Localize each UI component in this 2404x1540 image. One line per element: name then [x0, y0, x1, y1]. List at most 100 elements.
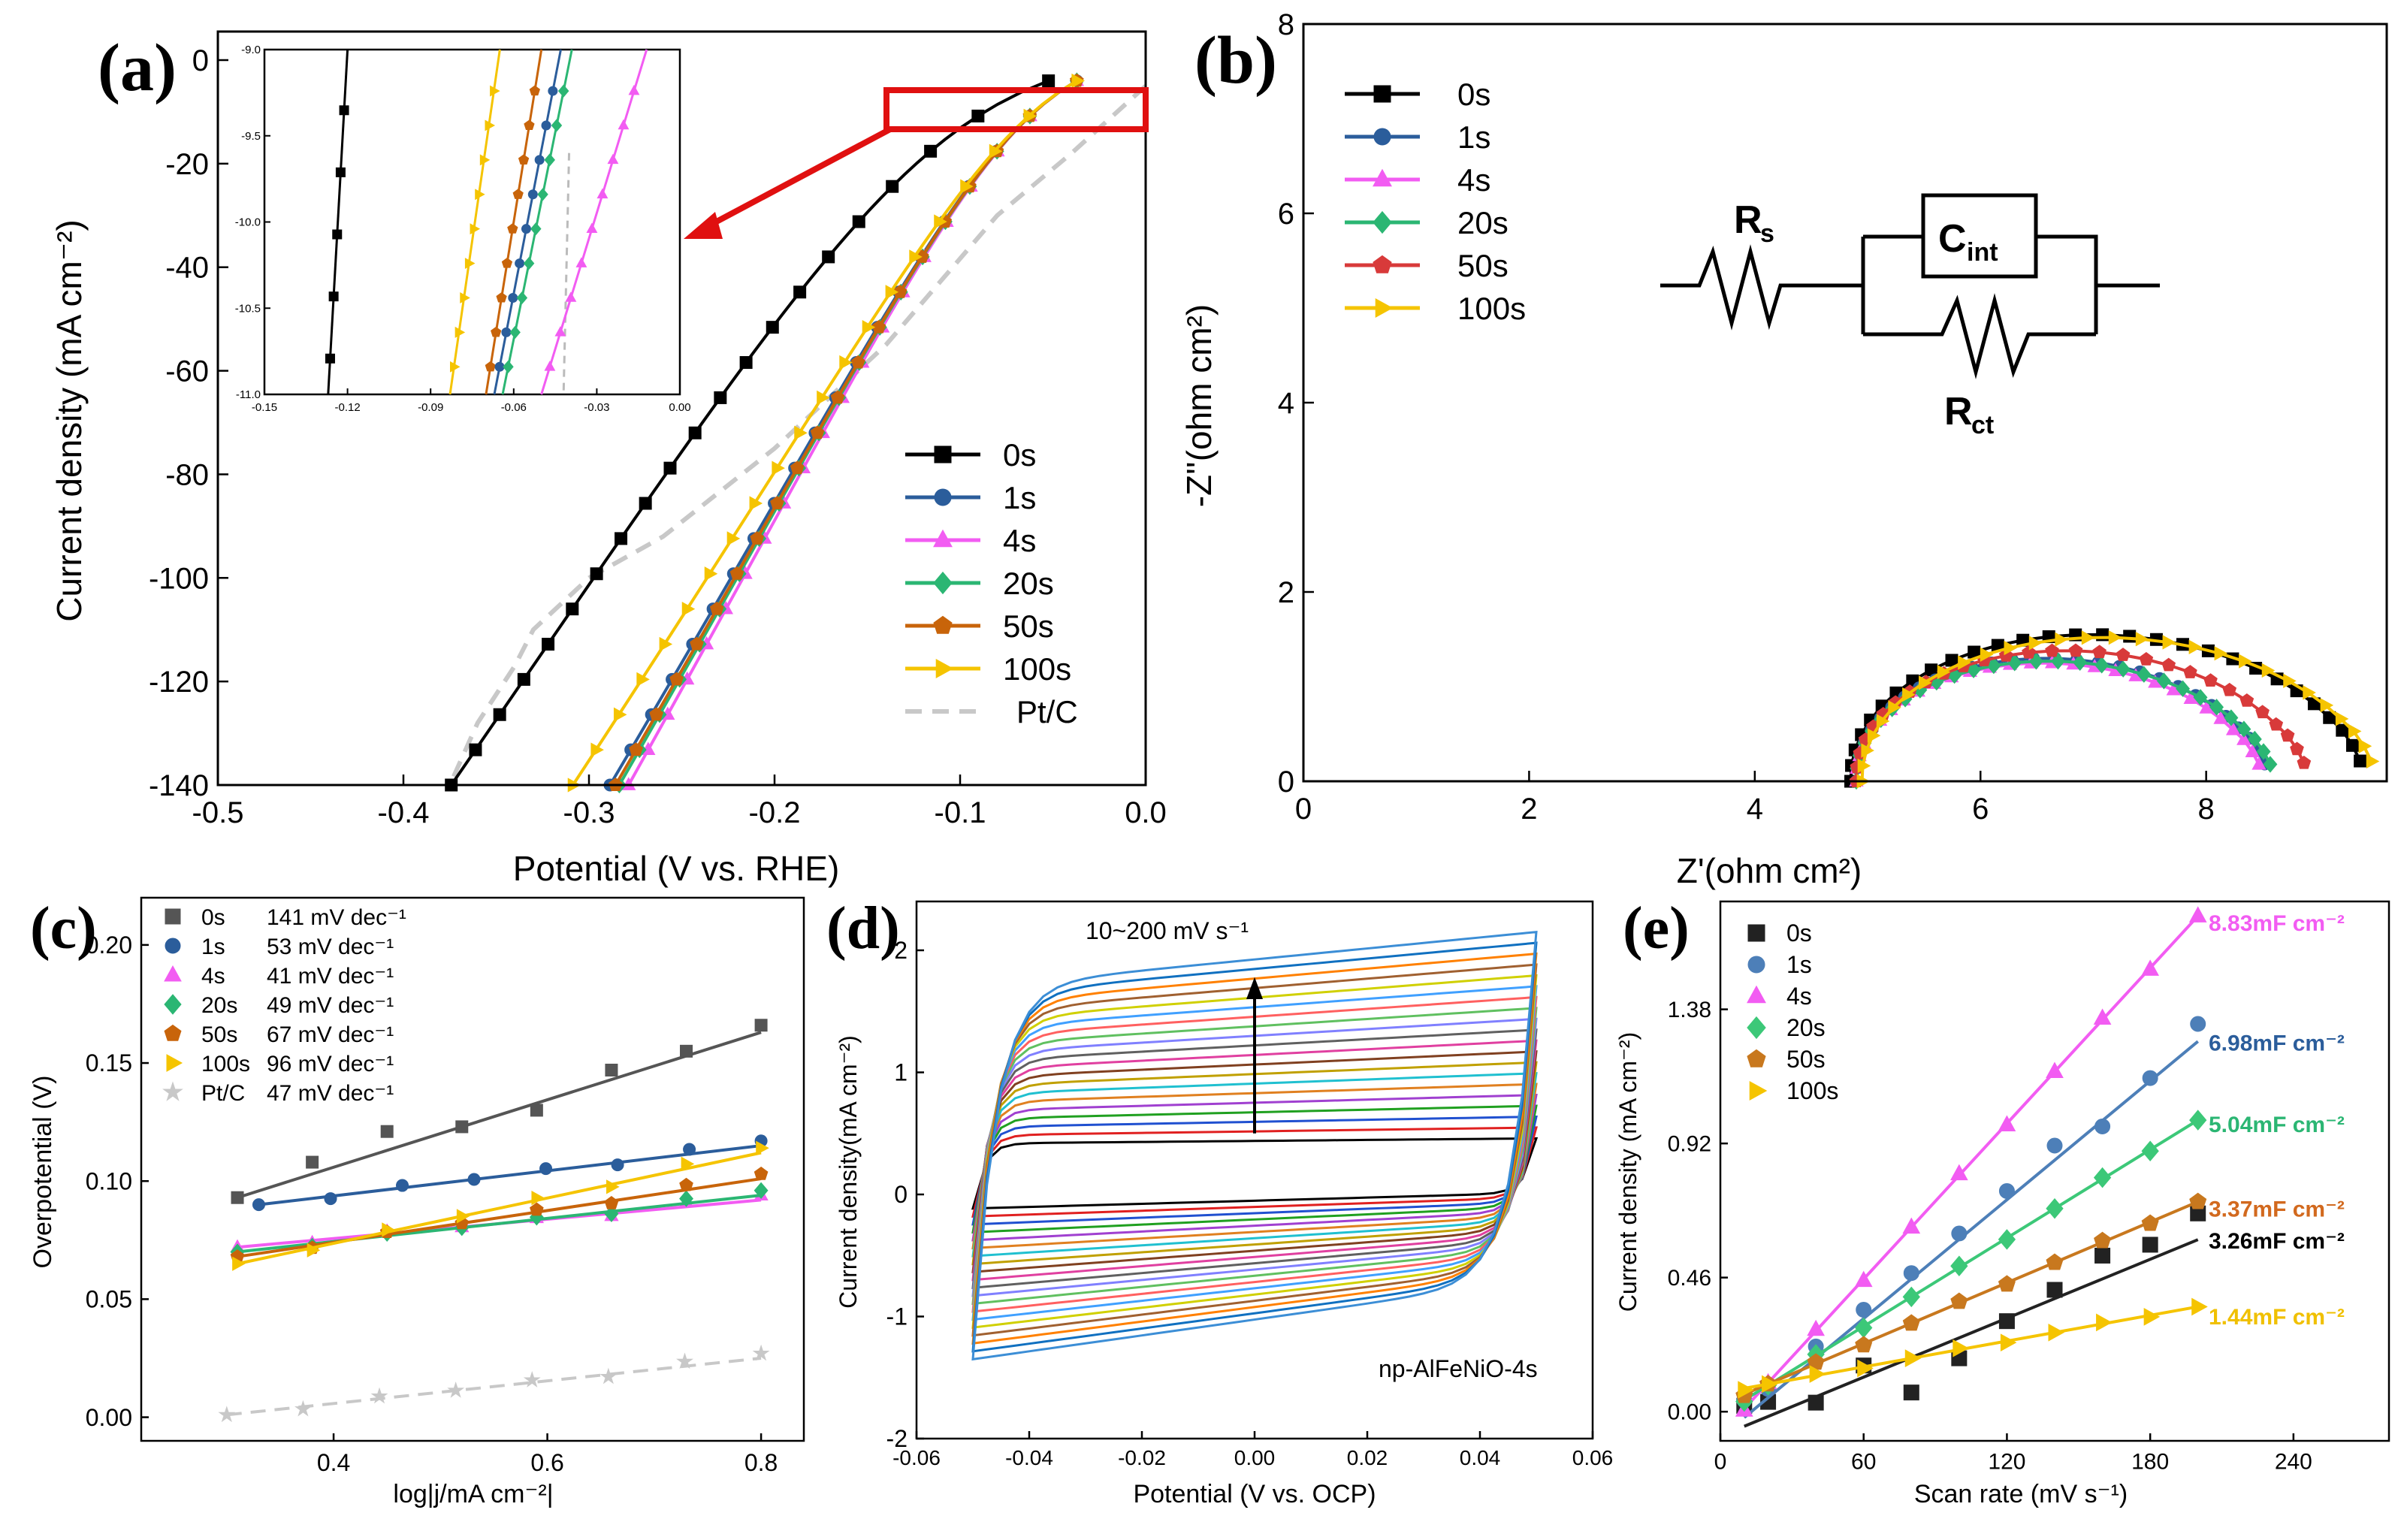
inset-point-0s	[332, 229, 343, 240]
inset-point-20s	[544, 153, 555, 167]
y-tick-label: 0.92	[1668, 1132, 1711, 1157]
legend-label-20s: 20s	[1003, 566, 1054, 601]
data-point-20s	[2224, 709, 2239, 726]
fit-line-50s	[237, 1177, 762, 1258]
inset-point-20s	[551, 119, 563, 132]
capacitance-label-100s: 1.44mF cm⁻²	[2209, 1305, 2345, 1330]
data-point-20s	[2189, 1110, 2207, 1131]
panel-label: (e)	[1623, 895, 1690, 962]
data-point-50s	[2092, 645, 2107, 659]
data-point-Pt/C	[676, 1352, 693, 1369]
y-tick-label: -100	[149, 562, 209, 595]
inset-point-4s	[596, 188, 609, 199]
legend-marker-4s	[933, 529, 953, 548]
inset-point-4s	[607, 153, 619, 165]
data-point-100s	[307, 1243, 321, 1258]
y-tick-label: 0.10	[86, 1167, 132, 1194]
x-tick-label: 0.0	[1125, 796, 1167, 829]
y-tick-label: 2	[894, 937, 908, 964]
data-point-100s	[960, 179, 974, 194]
inset-point-50s	[512, 189, 524, 199]
inset-point-1s	[501, 327, 512, 337]
data-point-100s	[1861, 743, 1874, 758]
y-tick-label: 0.00	[1668, 1400, 1711, 1425]
legend-label-Pt/C: Pt/C	[1016, 694, 1078, 729]
data-point-0s	[231, 1191, 244, 1204]
scan-rate-label: 10~200 mV s⁻¹	[1086, 917, 1249, 944]
data-point-0s	[714, 391, 727, 404]
data-point-100s	[1023, 108, 1037, 124]
series-line-0s	[1849, 633, 2362, 782]
data-point-100s	[749, 496, 763, 511]
data-point-1s	[1998, 1182, 2015, 1199]
data-point-20s	[2093, 1167, 2112, 1188]
data-point-0s	[688, 426, 702, 439]
data-point-4s	[2251, 756, 2267, 770]
data-point-100s	[1904, 1349, 1922, 1367]
data-point-50s	[2280, 728, 2295, 742]
data-point-100s	[2081, 630, 2095, 645]
data-point-20s	[2176, 680, 2191, 697]
legend-label-4s: 4s	[1786, 983, 1812, 1010]
inset-point-20s	[530, 222, 542, 236]
data-point-100s	[1902, 687, 1916, 702]
y-tick-label: 8	[1278, 8, 1294, 41]
legend-slope-100s: 96 mV dec⁻¹	[267, 1052, 394, 1076]
inset-point-100s	[470, 223, 481, 235]
inset-y-tick-label: -10.5	[235, 302, 261, 315]
data-point-50s	[2094, 1231, 2112, 1249]
panel-label: (a)	[98, 31, 177, 105]
legend-label-4s: 4s	[201, 964, 225, 989]
data-point-20s	[2247, 730, 2262, 748]
data-point-100s	[1876, 714, 1890, 729]
data-point-0s	[639, 497, 652, 510]
data-point-50s	[2141, 1214, 2159, 1231]
y-tick-label: 0	[894, 1181, 908, 1208]
data-point-0s	[971, 109, 985, 122]
data-point-100s	[2048, 1323, 2065, 1342]
panel-c: (c) 0.4 0.6 0.8 0.00 0.05 0.10 0.15 0.20 log|j/mA…	[29, 895, 805, 1508]
y-tick-label: 1	[894, 1059, 908, 1086]
cv-curve	[971, 1061, 1538, 1266]
data-point-50s	[669, 672, 684, 686]
data-point-1s	[2094, 1118, 2111, 1134]
data-point-50s	[2203, 673, 2218, 687]
legend-marker-50s	[1747, 1049, 1766, 1067]
legend-marker-50s	[933, 615, 953, 634]
data-point-100s	[862, 320, 876, 335]
legend-label-20s: 20s	[1786, 1014, 1826, 1041]
data-point-20s	[2028, 653, 2043, 670]
legend-marker-4s	[1747, 985, 1766, 1004]
data-point-50s	[871, 319, 886, 334]
data-point-100s	[681, 1156, 695, 1171]
data-point-50s	[770, 496, 784, 509]
x-tick-label: -0.2	[749, 796, 801, 829]
legend-label-50s: 50s	[201, 1022, 237, 1047]
data-point-100s	[1918, 675, 1932, 690]
data-point-100s	[2000, 1333, 2017, 1352]
y-tick-label: 2	[1278, 576, 1294, 609]
legend-marker-1s	[934, 488, 952, 506]
data-point-100s	[2096, 1313, 2113, 1332]
legend-slope-4s: 41 mV dec⁻¹	[267, 964, 394, 989]
legend-label-0s: 0s	[1003, 437, 1036, 473]
data-point-1s	[324, 1192, 337, 1206]
inset-x-tick-label: 0.00	[669, 401, 690, 414]
x-tick-label: 0.02	[1347, 1446, 1388, 1469]
legend-marker-50s	[164, 1024, 182, 1041]
data-point-0s	[455, 1120, 469, 1134]
panel-label: (b)	[1194, 23, 1277, 98]
rs-label: R	[1734, 198, 1762, 242]
x-tick-label: 240	[2275, 1450, 2312, 1475]
inset-point-20s	[557, 84, 569, 98]
data-point-100s	[2214, 646, 2228, 661]
x-tick-label: 2	[1521, 793, 1537, 826]
inset-point-4s	[575, 257, 587, 267]
data-point-0s	[2142, 1237, 2158, 1253]
legend-marker-20s	[933, 571, 953, 595]
scan-rate-arrowhead	[1246, 977, 1263, 999]
data-point-0s	[542, 638, 555, 651]
inset-point-4s	[554, 326, 566, 337]
data-point-1s	[2190, 1016, 2206, 1032]
